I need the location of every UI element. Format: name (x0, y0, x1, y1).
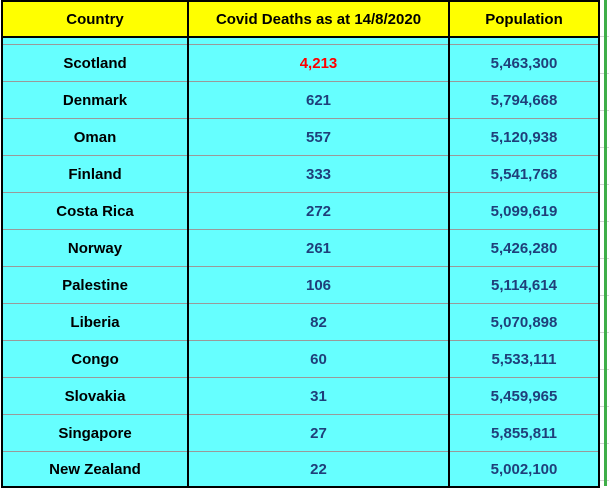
table-row: Liberia 82 5,070,898 (1, 303, 600, 341)
table-row: Slovakia 31 5,459,965 (1, 377, 600, 415)
population-cell[interactable]: 5,463,300 (448, 44, 600, 82)
deaths-cell[interactable]: 31 (187, 377, 450, 415)
country-cell[interactable]: Denmark (1, 81, 189, 119)
deaths-cell[interactable]: 557 (187, 118, 450, 156)
country-cell[interactable]: New Zealand (1, 451, 189, 488)
population-cell[interactable]: 5,794,668 (448, 81, 600, 119)
country-cell[interactable]: Liberia (1, 303, 189, 341)
population-cell[interactable]: 5,114,614 (448, 266, 600, 304)
deaths-cell[interactable]: 60 (187, 340, 450, 378)
header-population[interactable]: Population (448, 0, 600, 38)
country-cell[interactable]: Finland (1, 155, 189, 193)
population-cell[interactable]: 5,070,898 (448, 303, 600, 341)
deaths-cell[interactable]: 27 (187, 414, 450, 452)
country-cell[interactable]: Slovakia (1, 377, 189, 415)
country-cell[interactable]: Costa Rica (1, 192, 189, 230)
spacer-cell[interactable] (1, 37, 189, 45)
header-deaths[interactable]: Covid Deaths as at 14/8/2020 (187, 0, 450, 38)
spacer-cell[interactable] (448, 37, 600, 45)
table-row: Palestine 106 5,114,614 (1, 266, 600, 304)
deaths-cell[interactable]: 22 (187, 451, 450, 488)
table-row: Congo 60 5,533,111 (1, 340, 600, 378)
population-cell[interactable]: 5,855,811 (448, 414, 600, 452)
population-cell[interactable]: 5,426,280 (448, 229, 600, 267)
column-selection-border (604, 0, 607, 486)
country-cell[interactable]: Singapore (1, 414, 189, 452)
population-cell[interactable]: 5,541,768 (448, 155, 600, 193)
population-cell[interactable]: 5,459,965 (448, 377, 600, 415)
deaths-cell[interactable]: 4,213 (187, 44, 450, 82)
deaths-cell[interactable]: 82 (187, 303, 450, 341)
population-cell[interactable]: 5,533,111 (448, 340, 600, 378)
table-row: Norway 261 5,426,280 (1, 229, 600, 267)
table-row: New Zealand 22 5,002,100 (1, 451, 600, 488)
table-row: Scotland 4,213 5,463,300 (1, 44, 600, 82)
deaths-cell[interactable]: 261 (187, 229, 450, 267)
deaths-cell[interactable]: 333 (187, 155, 450, 193)
table-row: Finland 333 5,541,768 (1, 155, 600, 193)
population-cell[interactable]: 5,002,100 (448, 451, 600, 488)
deaths-cell[interactable]: 106 (187, 266, 450, 304)
country-cell[interactable]: Palestine (1, 266, 189, 304)
table-row: Denmark 621 5,794,668 (1, 81, 600, 119)
country-cell[interactable]: Oman (1, 118, 189, 156)
table-row: Costa Rica 272 5,099,619 (1, 192, 600, 230)
header-row: Country Covid Deaths as at 14/8/2020 Pop… (1, 0, 600, 38)
country-cell[interactable]: Norway (1, 229, 189, 267)
table-row: Oman 557 5,120,938 (1, 118, 600, 156)
population-cell[interactable]: 5,099,619 (448, 192, 600, 230)
country-cell[interactable]: Congo (1, 340, 189, 378)
table-row: Singapore 27 5,855,811 (1, 414, 600, 452)
population-cell[interactable]: 5,120,938 (448, 118, 600, 156)
deaths-cell[interactable]: 621 (187, 81, 450, 119)
spacer-row (1, 37, 600, 45)
country-cell[interactable]: Scotland (1, 44, 189, 82)
deaths-cell[interactable]: 272 (187, 192, 450, 230)
spacer-cell[interactable] (187, 37, 450, 45)
header-country[interactable]: Country (1, 0, 189, 38)
